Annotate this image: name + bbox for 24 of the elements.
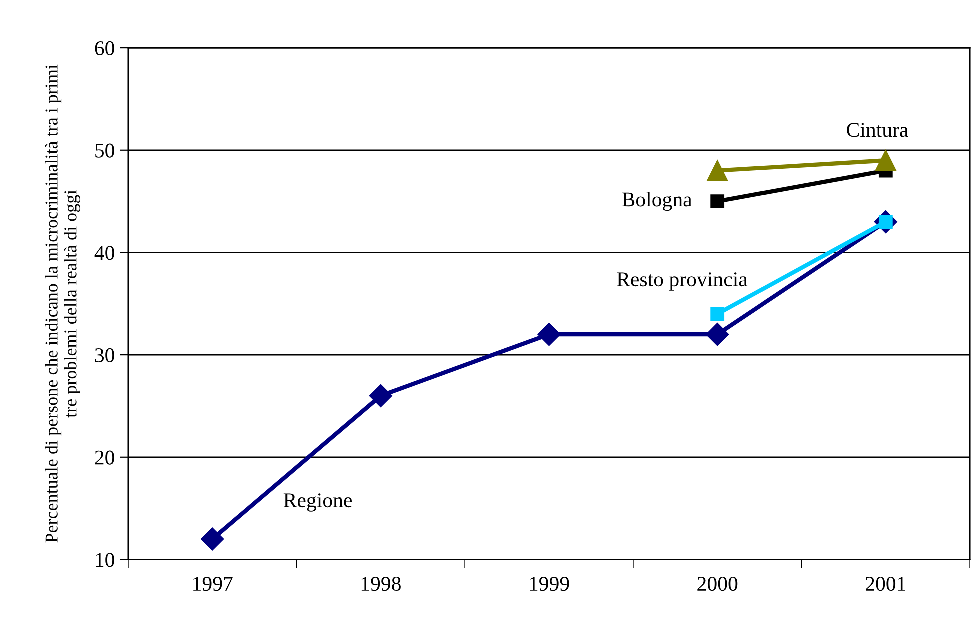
y-tick-label: 30	[95, 348, 114, 362]
point	[538, 323, 561, 346]
y-tick-label: 40	[94, 246, 114, 260]
series-label: Bologna	[622, 192, 692, 212]
y-tick-label: 20	[95, 450, 114, 465]
series-label: Regione	[284, 494, 352, 512]
x-tick-label: 1999	[530, 577, 570, 592]
x-tick-label: 2001	[866, 576, 906, 592]
point	[876, 150, 896, 172]
x-tick-label: 2000	[698, 576, 738, 592]
x-tick-label: 1998	[362, 576, 401, 592]
point	[707, 160, 728, 182]
point	[710, 307, 725, 322]
x-tick-label: 1997	[194, 577, 233, 592]
y-axis-title: Percentuale di persone che indicano la microcriminalità tra i primi tre problemi della realtà di oggi	[45, 64, 81, 543]
y-tick-label: 50	[96, 144, 114, 158]
y-tick-label: 60	[95, 41, 114, 56]
point	[369, 384, 392, 408]
point	[710, 194, 725, 208]
series-label: Resto provincia	[617, 272, 748, 291]
point	[201, 528, 224, 551]
point	[706, 323, 730, 346]
series-label: Cintura	[847, 123, 908, 138]
y-tick-label: 10	[96, 553, 114, 568]
